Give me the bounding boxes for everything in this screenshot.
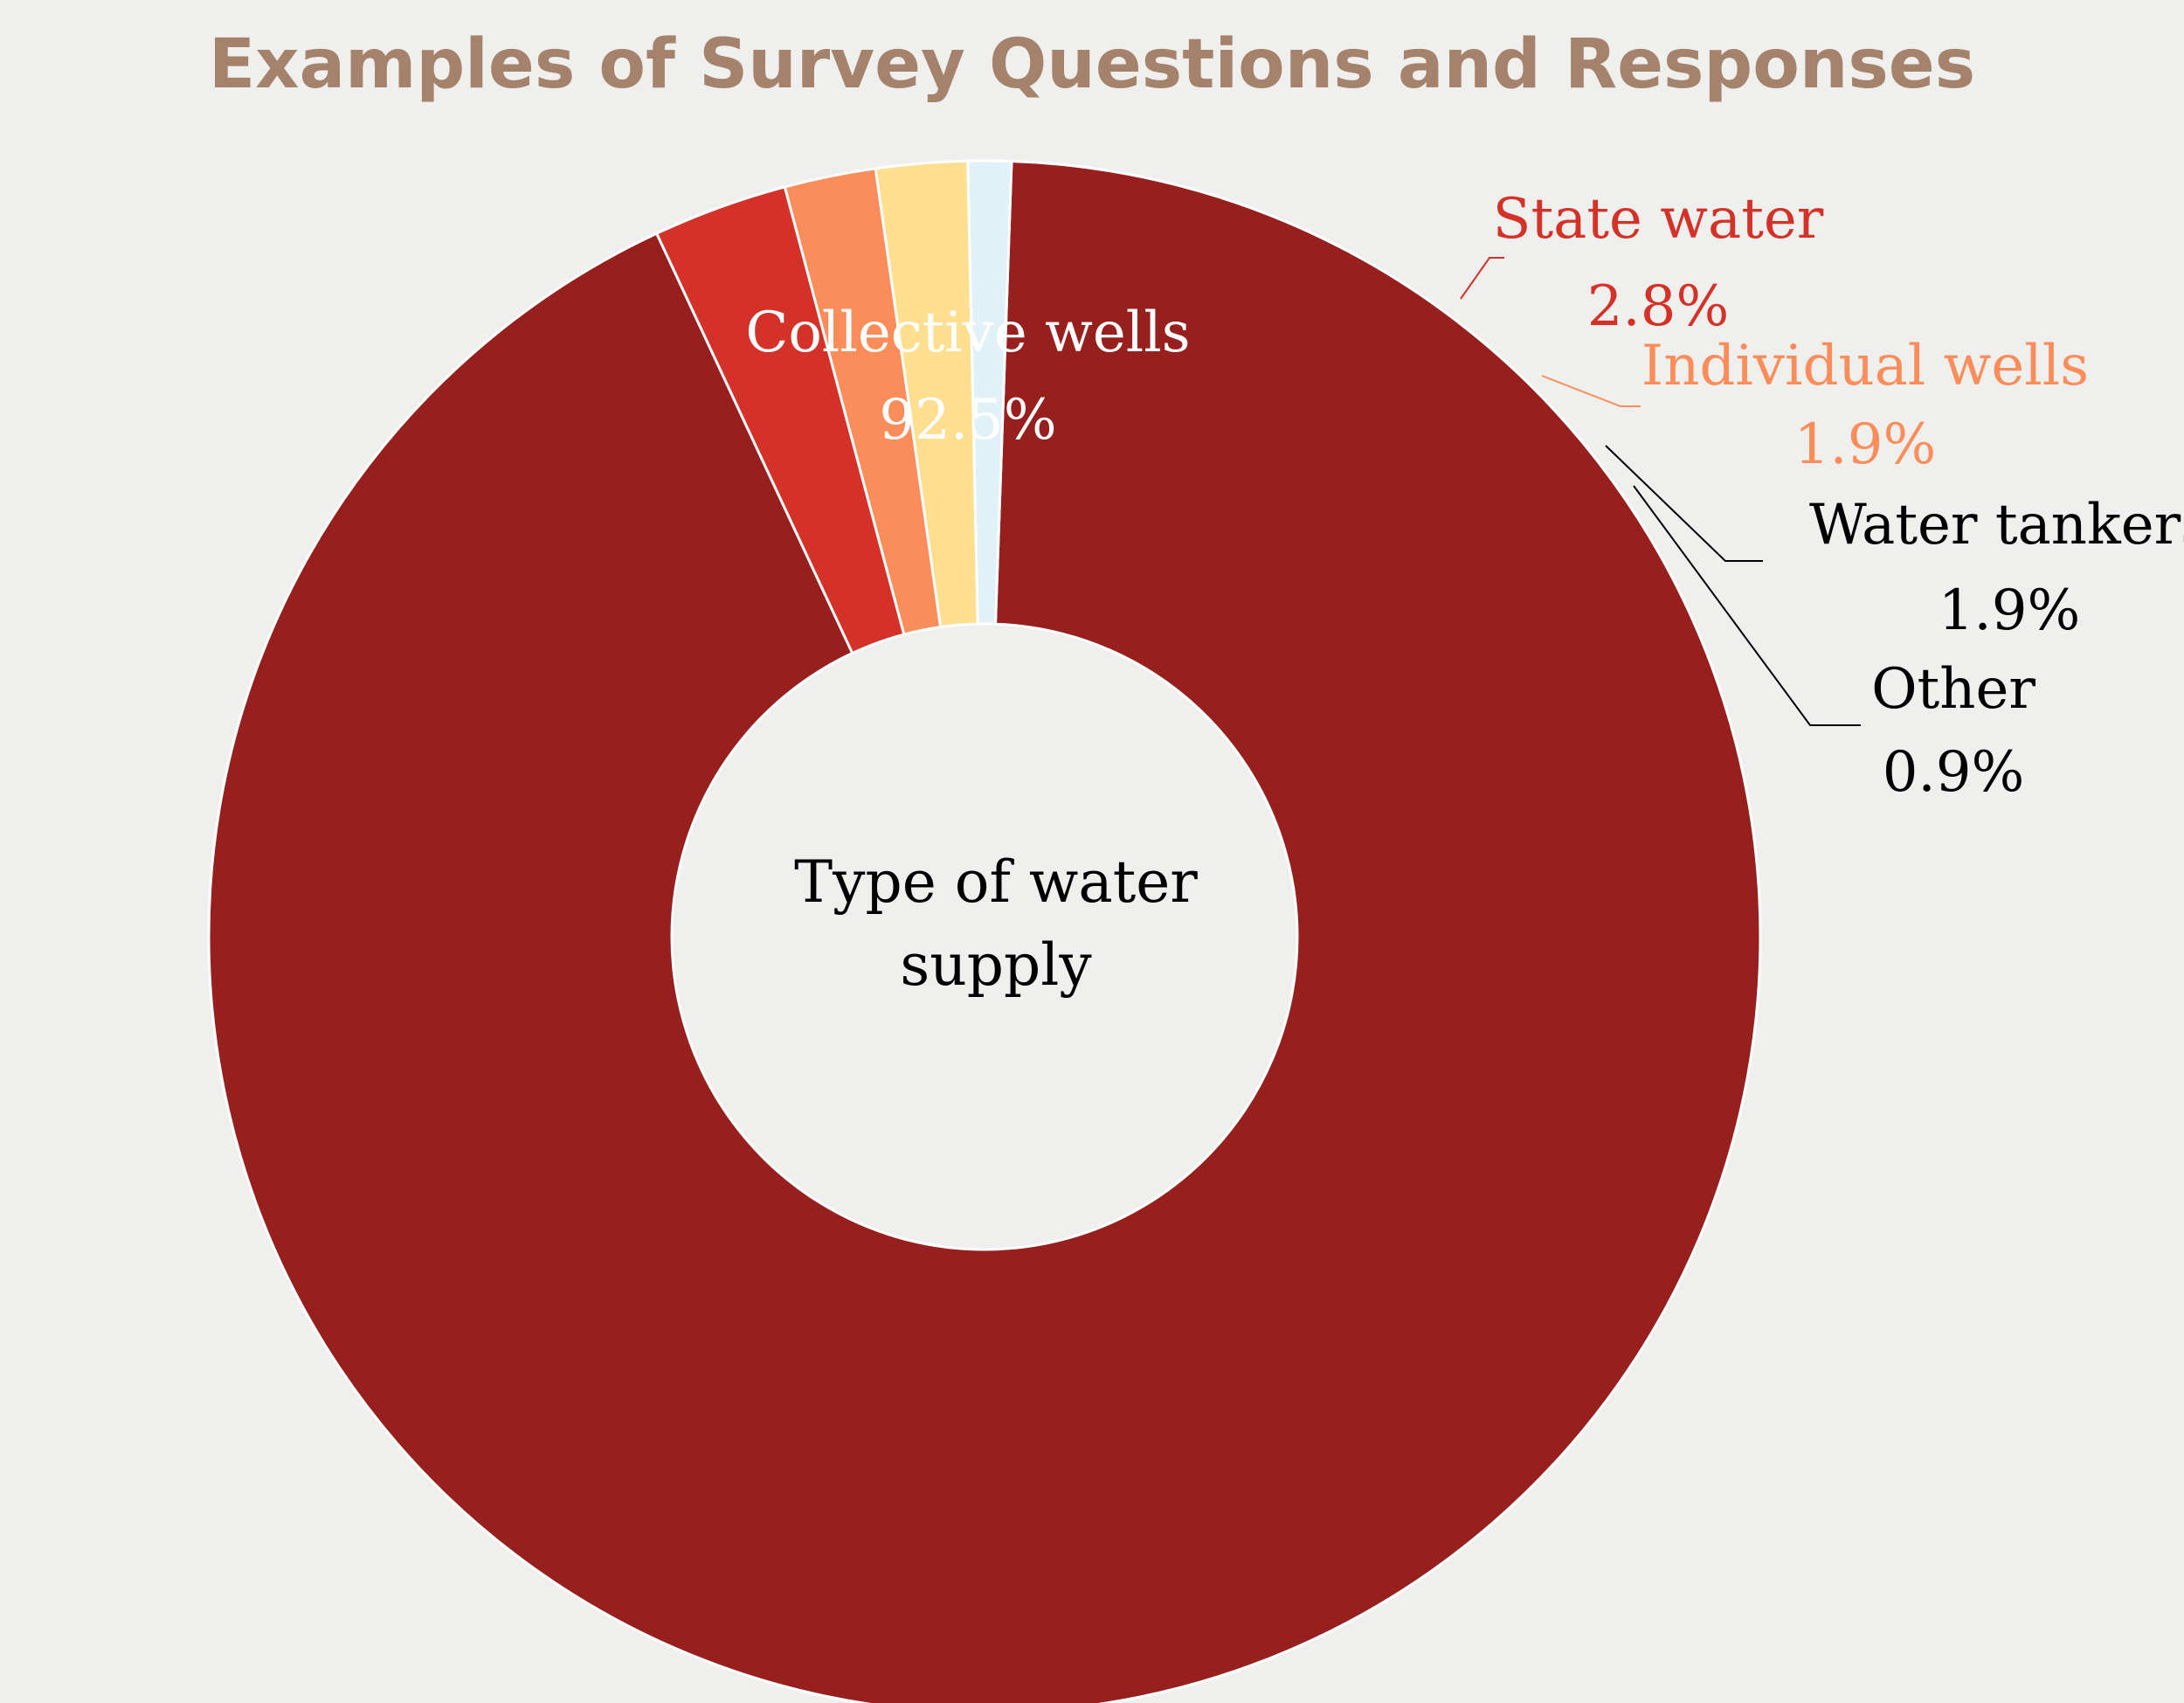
leader-line-water-tankers <box>1605 445 1763 562</box>
center-label-line-1: Type of water <box>794 848 1198 916</box>
leader-line-other <box>1633 485 1861 726</box>
slices-group <box>207 159 1762 1703</box>
leader-line-state-water <box>1460 257 1504 300</box>
slice-value-collective-wells: 92.5% <box>879 388 1056 453</box>
slice-value-water-tankers: 1.9% <box>1939 578 2081 643</box>
center-label-line-2: supply <box>900 931 1092 999</box>
slice-value-other: 0.9% <box>1883 740 2025 805</box>
chart-title: Examples of Survey Questions and Respons… <box>209 25 1975 104</box>
slice-label-individual-wells: Individual wells <box>1641 334 2089 398</box>
slice-collective-wells <box>207 160 1762 1703</box>
slice-label-other: Other <box>1871 657 2035 722</box>
slice-value-state-water: 2.8% <box>1587 274 1730 339</box>
leader-lines-group <box>1460 257 1861 726</box>
slice-label-collective-wells: Collective wells <box>745 301 1190 365</box>
slice-label-state-water: State water <box>1493 187 1824 252</box>
slice-label-water-tankers: Water tankers <box>1809 493 2184 557</box>
slice-other <box>966 159 1013 626</box>
leader-line-individual-wells <box>1541 375 1641 407</box>
slice-value-individual-wells: 1.9% <box>1794 412 1937 477</box>
slice-labels-group: Collective wells 92.5% State water 2.8%Indi… <box>745 187 2184 805</box>
